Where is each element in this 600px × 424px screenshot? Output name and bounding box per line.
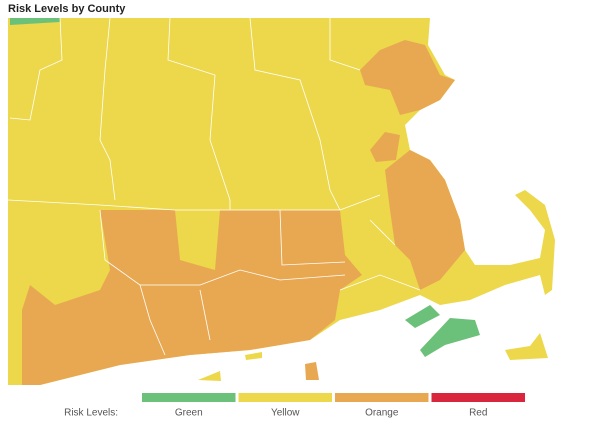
region bbox=[10, 18, 60, 25]
region bbox=[370, 132, 400, 162]
map bbox=[7, 17, 555, 385]
legend-item: Red bbox=[469, 408, 487, 419]
region bbox=[305, 362, 319, 380]
legend-label: Risk Levels: bbox=[64, 408, 118, 419]
region bbox=[505, 333, 548, 360]
region bbox=[420, 318, 480, 357]
legend-item: Green bbox=[175, 408, 203, 419]
legend-swatch bbox=[142, 393, 236, 402]
region bbox=[22, 210, 362, 385]
legend-swatch bbox=[238, 393, 332, 402]
region bbox=[405, 305, 440, 328]
region bbox=[385, 150, 465, 290]
legend-swatch bbox=[335, 393, 429, 402]
map-title: Risk Levels by County bbox=[8, 3, 126, 15]
region bbox=[245, 352, 262, 360]
legend-item: Orange bbox=[365, 408, 399, 419]
legend-item: Yellow bbox=[271, 408, 300, 419]
region bbox=[360, 40, 455, 115]
legend-swatch bbox=[431, 393, 525, 402]
region bbox=[198, 371, 221, 381]
legend: Risk Levels: Green Yellow Orange Red bbox=[64, 393, 525, 419]
